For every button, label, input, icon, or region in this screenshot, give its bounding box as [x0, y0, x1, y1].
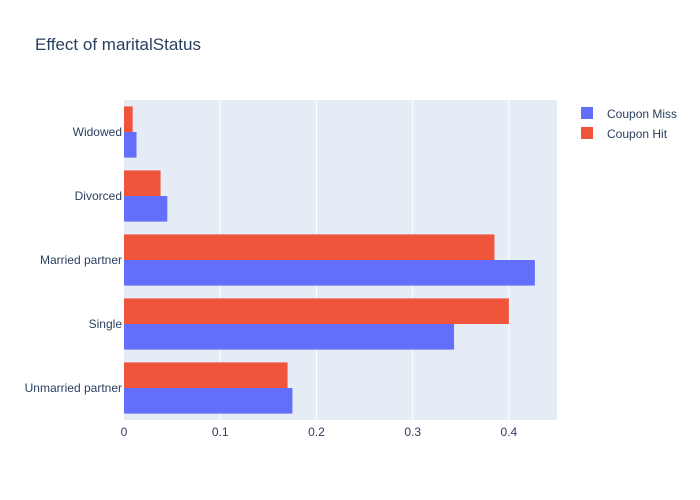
legend-label: Coupon Hit: [607, 127, 668, 141]
x-tick-label: 0: [121, 425, 128, 439]
legend-swatch: [581, 127, 593, 139]
x-tick-label: 0.4: [501, 425, 518, 439]
bar-coupon-hit-divorced[interactable]: [124, 170, 161, 196]
bar-coupon-miss-married-partner[interactable]: [124, 260, 535, 286]
x-axis-tick-labels: 0 0.1 0.2 0.3 0.4: [121, 425, 518, 439]
bar-coupon-miss-widowed[interactable]: [124, 132, 137, 158]
y-tick-label: Married partner: [40, 253, 122, 267]
bar-coupon-miss-unmarried-partner[interactable]: [124, 388, 293, 414]
y-axis-tick-labels: Unmarried partner Single Married partner Di…: [25, 125, 123, 395]
y-tick-label: Divorced: [75, 189, 122, 203]
y-tick-label: Unmarried partner: [25, 381, 122, 395]
bar-coupon-hit-married-partner[interactable]: [124, 234, 495, 260]
chart-title: Effect of maritalStatus: [35, 35, 201, 54]
legend-swatch: [581, 107, 593, 119]
legend-label: Coupon Miss: [607, 107, 677, 121]
x-tick-label: 0.1: [212, 425, 229, 439]
y-tick-label: Widowed: [73, 125, 122, 139]
bar-coupon-hit-unmarried-partner[interactable]: [124, 362, 288, 388]
x-tick-label: 0.3: [404, 425, 421, 439]
legend-item-coupon-miss[interactable]: Coupon Miss: [581, 107, 677, 121]
legend[interactable]: Coupon Miss Coupon Hit: [581, 107, 677, 141]
bar-coupon-miss-single[interactable]: [124, 324, 455, 350]
bar-coupon-hit-single[interactable]: [124, 298, 509, 324]
legend-item-coupon-hit[interactable]: Coupon Hit: [581, 127, 668, 141]
bar-coupon-miss-divorced[interactable]: [124, 196, 168, 222]
y-tick-label: Single: [89, 317, 123, 331]
bars: [124, 106, 535, 414]
bar-coupon-hit-widowed[interactable]: [124, 106, 133, 132]
x-tick-label: 0.2: [308, 425, 325, 439]
